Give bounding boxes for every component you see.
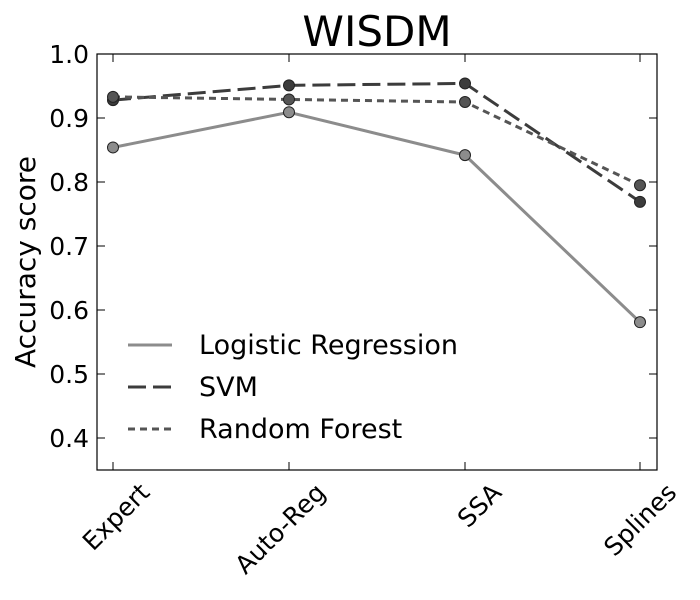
series-line xyxy=(112,81,641,204)
data-point xyxy=(283,93,295,106)
data-point xyxy=(459,77,471,90)
data-point xyxy=(634,179,646,192)
data-point xyxy=(634,316,646,329)
x-tick-label: Auto-Reg xyxy=(229,478,331,580)
y-tick-label: 0.6 xyxy=(49,296,89,325)
y-tick-label: 0.8 xyxy=(49,168,89,197)
legend-label: Logistic Regression xyxy=(199,330,458,361)
plot-frame xyxy=(96,53,658,471)
y-tick-label: 0.5 xyxy=(49,360,89,389)
data-point xyxy=(283,106,295,119)
data-point xyxy=(459,96,471,108)
series-logistic-regression xyxy=(107,106,646,329)
y-tick-label: 1.0 xyxy=(49,40,89,69)
data-point xyxy=(459,149,471,162)
y-tick-label: 0.4 xyxy=(49,424,89,453)
x-tick-label: Splines xyxy=(598,478,682,562)
plot-area: 0.4 0.5 0.6 0.7 0.8 0.9 1.0 Expert Auto-Reg SSA S… xyxy=(49,40,682,580)
legend-label: Random Forest xyxy=(199,414,402,445)
x-tick-label: SSA xyxy=(452,478,507,533)
legend: Logistic Regression SVM Random Forest xyxy=(128,330,458,445)
y-tick-label: 0.7 xyxy=(49,232,89,261)
series-layer xyxy=(107,77,646,329)
series-random-forest xyxy=(107,90,646,192)
y-axis-label: Accuracy score xyxy=(9,156,42,368)
y-ticks: 0.4 0.5 0.6 0.7 0.8 0.9 1.0 xyxy=(49,40,657,453)
legend-label: SVM xyxy=(199,372,258,403)
series-line xyxy=(112,95,641,187)
series-line xyxy=(112,110,642,324)
y-tick-label: 0.9 xyxy=(49,104,89,133)
data-point xyxy=(107,141,119,154)
x-tick-label: Expert xyxy=(77,478,156,557)
data-point xyxy=(634,195,646,208)
chart-title: WISDM xyxy=(302,7,451,56)
data-point xyxy=(283,79,295,92)
data-point xyxy=(107,90,119,103)
